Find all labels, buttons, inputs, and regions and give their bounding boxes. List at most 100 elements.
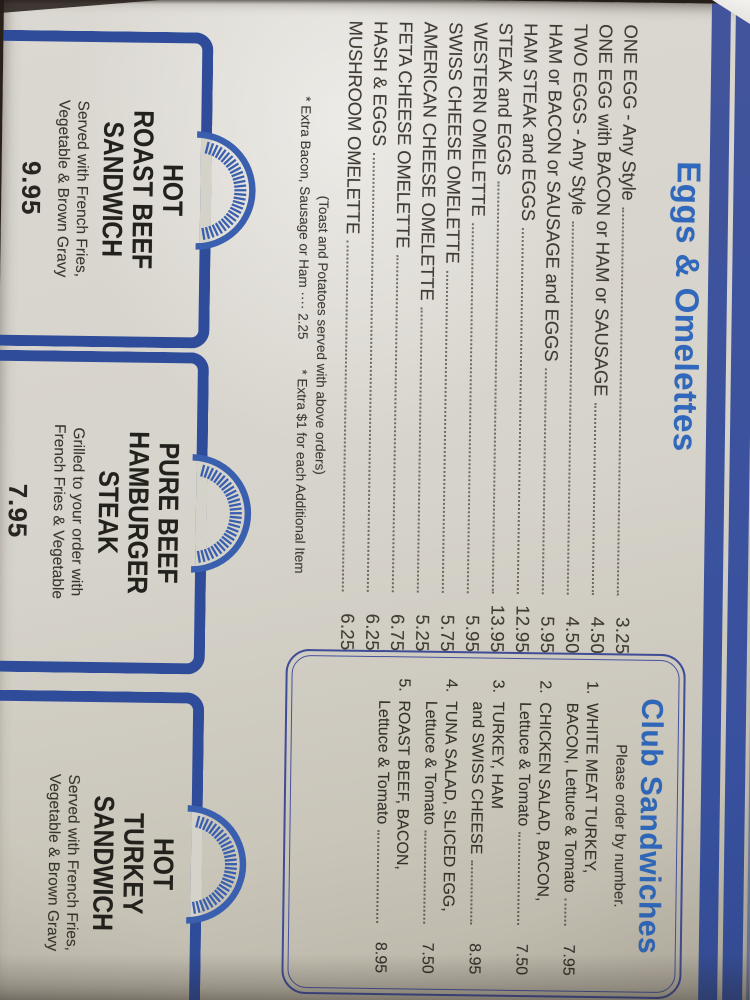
special-box-title-line: HOT — [157, 163, 189, 217]
club-item-line1: 5. ROAST BEEF, BACON, — [389, 678, 413, 973]
special-box-description: Served with French Fries, Vegetable & Bro… — [51, 41, 93, 336]
club-item-number: 2. — [536, 680, 554, 694]
dot-leader — [564, 898, 567, 926]
club-item-number: 5. — [395, 678, 413, 692]
club-sandwiches-box: Club Sandwiches Please order by number. … — [281, 648, 686, 1000]
dot-leader — [541, 368, 547, 595]
dot-leader — [466, 223, 474, 594]
menu-item-price: 13.95 — [486, 604, 509, 653]
dot-leader — [441, 270, 449, 593]
eggs-note-line1: (Toast and Potatoes served with above or… — [312, 195, 332, 475]
special-box-hot-roast-beef: HOT ROAST BEEF SANDWICH Served with French … — [0, 28, 256, 349]
menu-item-name: ONE EGG - Any Style — [618, 24, 642, 201]
club-item-text: TUNA SALAD, SLICED EGG, — [439, 700, 460, 912]
dot-leader — [616, 207, 625, 596]
club-item-line2: Lettuce & Tomato7.50 — [510, 680, 534, 975]
club-item-text: CHICKEN SALAD, BACON, — [533, 702, 554, 902]
special-box-title: PURE BEEF HAMBURGER STEAK — [91, 380, 185, 645]
menu-item-price: 5.95 — [536, 616, 559, 654]
dot-leader — [416, 307, 423, 593]
dot-leader — [470, 860, 474, 925]
menu-item-price: 5.75 — [436, 614, 459, 653]
photo-top-edge-shadow — [0, 0, 750, 4]
eggs-section-title: Eggs & Omelettes — [666, 161, 708, 452]
dot-leader — [491, 182, 500, 594]
club-item-line2: BACON, Lettuce & Tomato7.95 — [557, 681, 581, 976]
menu-item-name: FETA CHEESE OMELETTE — [392, 21, 417, 249]
club-item-text: BACON, Lettuce & Tomato — [560, 702, 581, 893]
club-section-subtitle: Please order by number. — [610, 744, 630, 908]
menu-item-price: 5.25 — [411, 614, 434, 652]
menu-item-name: HAM STEAK and EGGS — [517, 22, 542, 222]
photo-bottom-shadow — [0, 954, 750, 1000]
club-item-line2: and SWISS CHEESE8.95 — [463, 679, 487, 974]
special-box-title-line: PURE BEEF — [151, 442, 185, 584]
club-item-text: Lettuce & Tomato — [420, 700, 440, 826]
dot-leader — [366, 153, 375, 592]
club-item-number: 3. — [489, 679, 507, 694]
dot-leader — [391, 255, 399, 593]
club-item-text: and SWISS CHEESE — [467, 701, 487, 855]
menu-item-price: 3.25 — [611, 617, 634, 655]
special-box-title-line: SANDWICH — [96, 121, 130, 258]
menu-item-name: MUSHROOM OMELETTE — [342, 20, 367, 235]
scallop-arch-icon — [195, 131, 256, 250]
menu-item-price: 6.25 — [336, 613, 359, 651]
club-item-list: 1. WHITE MEAT TURKEY, BACON, Lettuce & Tom… — [369, 678, 601, 976]
club-item-text: TURKEY, HAM — [487, 701, 507, 810]
dot-leader — [341, 241, 349, 592]
club-item-number: 1. — [583, 680, 601, 695]
eggs-note-extra-item: * Extra $1 for each Additional Item — [292, 369, 310, 574]
club-item-row: 5. ROAST BEEF, BACON,Lettuce & Tomato8.95 — [369, 678, 413, 974]
dot-leader — [591, 403, 597, 596]
club-item-line1: 4. TUNA SALAD, SLICED EGG, — [436, 679, 460, 974]
club-item-line2: Lettuce & Tomato8.95 — [369, 678, 393, 973]
special-box-title-line: HAMBURGER — [121, 430, 155, 595]
special-box-price: 9.95 — [15, 160, 47, 216]
menu-item-name: HASH & EGGS — [368, 20, 392, 147]
menu-item-name: AMERICAN CHEESE OMELETTE — [416, 21, 442, 301]
special-box-title-line: ROAST BEEF — [126, 110, 160, 270]
menu-item-price: 4.50 — [561, 616, 584, 654]
eggs-item-list: ONE EGG - Any Style 3.25 ONE EGG with BACO… — [291, 20, 642, 655]
menu-item-name: TWO EGGS - Any Style — [568, 23, 592, 216]
club-item-number: 4. — [442, 678, 460, 693]
club-item-row: 2. CHICKEN SALAD, BACON,Lettuce & Tomato7… — [510, 680, 554, 976]
club-item-text: WHITE MEAT TURKEY, — [580, 702, 601, 874]
dot-leader — [566, 222, 574, 595]
dot-leader — [376, 830, 380, 924]
club-item-line1: 3. TURKEY, HAM — [483, 680, 507, 975]
special-box-title: HOT ROAST BEEF SANDWICH — [96, 60, 190, 320]
menu-item-price: 4.50 — [586, 616, 609, 655]
menu-item-price: 6.75 — [386, 613, 409, 652]
dot-leader — [516, 227, 524, 594]
club-item-text: ROAST BEEF, BACON, — [392, 700, 413, 871]
special-box-hamburger-steak: PURE BEEF HAMBURGER STEAK Grilled to your o… — [0, 348, 252, 675]
menu-item-price: 5.95 — [461, 614, 484, 653]
club-item-text: Lettuce & Tomato — [373, 699, 393, 825]
dot-leader — [517, 832, 521, 926]
club-section-title: Club Sandwiches — [631, 698, 669, 955]
special-box-title-line: STEAK — [92, 470, 125, 555]
menu-item-name: WESTERN OMELETTE — [468, 22, 492, 217]
special-box-price: 7.95 — [2, 483, 34, 539]
club-item-row: 4. TUNA SALAD, SLICED EGG, Lettuce & Tomat… — [416, 679, 460, 975]
dot-leader — [423, 830, 427, 924]
club-item-text: Lettuce & Tomato — [514, 701, 534, 827]
club-item-line1: 2. CHICKEN SALAD, BACON, — [530, 680, 554, 975]
menu-item-name: STEAK and EGGS — [493, 22, 517, 176]
menu-item-name: HAM or BACON or SAUSAGE and EGGS — [541, 23, 567, 362]
menu-item-name: SWISS CHEESE OMELETTE — [442, 21, 467, 264]
scallop-arch-icon — [191, 454, 252, 573]
eggs-note-extra-meat: * Extra Bacon, Sausage or Ham ···· 2.25 — [295, 96, 314, 340]
club-item-line2: Lettuce & Tomato7.50 — [416, 679, 440, 974]
special-box-description: Grilled to your order with French Fries &… — [47, 361, 89, 662]
special-box-hot-turkey: HOT TURKEY SANDWICH Served with French Frie… — [0, 688, 247, 1000]
menu-item-price: 12.95 — [511, 605, 534, 654]
menu-item-price: 6.25 — [361, 613, 384, 652]
club-item-line1: 1. WHITE MEAT TURKEY, — [577, 681, 601, 976]
scallop-arch-icon — [186, 805, 247, 924]
